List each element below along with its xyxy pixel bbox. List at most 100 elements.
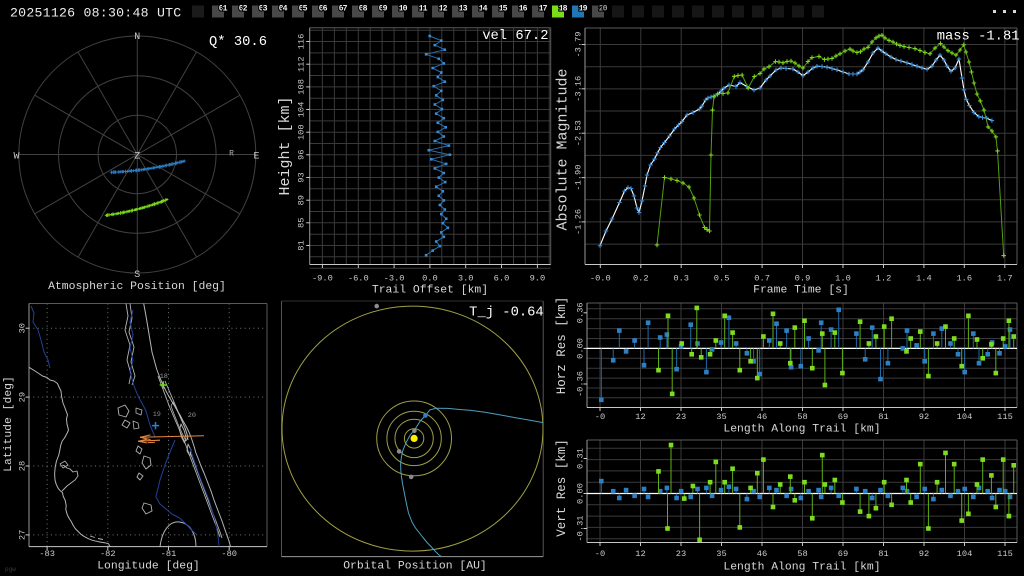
svg-text:30: 30 [18, 323, 28, 333]
svg-text:13: 13 [459, 4, 468, 13]
svg-text:-83: -83 [39, 549, 55, 559]
svg-text:12: 12 [635, 412, 645, 422]
svg-text:16: 16 [519, 4, 528, 13]
svg-text:Frame Time [s]: Frame Time [s] [753, 285, 849, 297]
svg-text:1.0: 1.0 [835, 274, 851, 284]
svg-text:92: 92 [919, 412, 929, 422]
svg-text:85: 85 [297, 218, 307, 228]
svg-text:Length Along Trail [km]: Length Along Trail [km] [723, 562, 880, 574]
svg-text:23: 23 [676, 549, 686, 559]
svg-text:10: 10 [399, 4, 408, 13]
svg-text:18: 18 [559, 4, 568, 13]
svg-text:Q* 30.6: Q* 30.6 [209, 34, 267, 50]
svg-text:104: 104 [957, 412, 973, 422]
svg-text:pgw: pgw [5, 566, 16, 573]
svg-text:Horz Res [km]: Horz Res [km] [555, 297, 569, 395]
svg-text:-0.0: -0.0 [590, 274, 611, 284]
svg-text:1.6: 1.6 [956, 274, 972, 284]
svg-text:116: 116 [297, 34, 307, 50]
svg-text:89: 89 [297, 195, 307, 205]
svg-text:108: 108 [297, 79, 307, 95]
svg-text:Longitude [deg]: Longitude [deg] [97, 561, 200, 573]
svg-text:0.2: 0.2 [633, 274, 649, 284]
svg-text:15: 15 [499, 4, 508, 13]
svg-text:-1.90: -1.90 [574, 165, 584, 191]
svg-text:115: 115 [997, 549, 1013, 559]
svg-text:29: 29 [18, 392, 28, 402]
svg-text:20251126 08:30:48 UTC: 20251126 08:30:48 UTC [10, 6, 181, 21]
svg-text:Latitude [deg]: Latitude [deg] [3, 376, 15, 472]
svg-text:04: 04 [279, 4, 288, 13]
svg-text:46: 46 [757, 412, 767, 422]
svg-text:R: R [229, 150, 234, 159]
svg-text:S: S [134, 270, 140, 281]
svg-text:96: 96 [297, 150, 307, 160]
svg-text:mass -1.81: mass -1.81 [937, 30, 1020, 45]
svg-text:N: N [134, 32, 140, 43]
svg-text:23: 23 [676, 412, 686, 422]
svg-text:-80: -80 [221, 549, 237, 559]
svg-text:-0.36: -0.36 [576, 371, 586, 397]
svg-text:W: W [13, 152, 19, 163]
svg-text:46: 46 [757, 549, 767, 559]
svg-text:02: 02 [239, 4, 248, 13]
svg-text:Z: Z [134, 152, 140, 163]
svg-text:0.3: 0.3 [673, 274, 689, 284]
svg-text:58: 58 [797, 549, 807, 559]
svg-text:100: 100 [297, 124, 307, 140]
svg-text:69: 69 [838, 412, 848, 422]
svg-text:-0: -0 [595, 549, 605, 559]
svg-text:14: 14 [479, 4, 488, 13]
svg-text:12: 12 [439, 4, 448, 13]
svg-text:-9.0: -9.0 [312, 274, 333, 284]
svg-text:-3.0: -3.0 [384, 274, 405, 284]
svg-text:Orbital Position [AU]: Orbital Position [AU] [343, 561, 487, 573]
svg-text:0.9: 0.9 [795, 274, 811, 284]
svg-text:28: 28 [18, 461, 28, 471]
svg-text:1.2: 1.2 [876, 274, 892, 284]
svg-text:Length Along Trail [km]: Length Along Trail [km] [723, 424, 880, 436]
svg-text:19: 19 [579, 4, 588, 13]
svg-text:11: 11 [419, 4, 428, 13]
svg-text:09: 09 [379, 4, 388, 13]
svg-text:-3.16: -3.16 [574, 76, 584, 102]
svg-text:-0.31: -0.31 [576, 515, 586, 541]
svg-text:69: 69 [838, 549, 848, 559]
svg-text:0.7: 0.7 [754, 274, 770, 284]
svg-text:Vert Res [km]: Vert Res [km] [555, 439, 569, 537]
svg-text:-3.79: -3.79 [574, 31, 584, 57]
svg-text:81: 81 [297, 240, 307, 250]
svg-text:20: 20 [188, 412, 196, 420]
svg-text:27: 27 [18, 530, 28, 540]
svg-text:0.31: 0.31 [576, 448, 586, 469]
svg-text:T_j -0.64: T_j -0.64 [469, 305, 544, 321]
svg-text:35: 35 [716, 549, 726, 559]
svg-text:-81: -81 [161, 549, 177, 559]
svg-text:Absolute Magnitude: Absolute Magnitude [555, 68, 572, 230]
svg-text:-82: -82 [100, 549, 116, 559]
svg-text:112: 112 [297, 56, 307, 72]
svg-text:0.0: 0.0 [422, 274, 438, 284]
svg-text:1.7: 1.7 [997, 274, 1013, 284]
svg-text:17: 17 [539, 4, 548, 13]
svg-text:35: 35 [716, 412, 726, 422]
svg-text:-1.26: -1.26 [574, 209, 584, 235]
svg-text:Atmospheric Position [deg]: Atmospheric Position [deg] [48, 281, 226, 293]
svg-text:6.0: 6.0 [494, 274, 510, 284]
svg-text:92: 92 [919, 549, 929, 559]
svg-text:81: 81 [878, 549, 888, 559]
svg-text:01: 01 [219, 4, 228, 13]
svg-text:03: 03 [259, 4, 268, 13]
svg-text:115: 115 [997, 412, 1013, 422]
svg-text:0.5: 0.5 [714, 274, 730, 284]
svg-text:104: 104 [957, 549, 973, 559]
svg-text:104: 104 [297, 102, 307, 118]
svg-text:9.0: 9.0 [530, 274, 546, 284]
svg-text:Height [km]: Height [km] [277, 96, 294, 195]
svg-text:E: E [253, 152, 259, 163]
svg-text:05: 05 [299, 4, 308, 13]
svg-text:3.0: 3.0 [458, 274, 474, 284]
svg-text:-2.53: -2.53 [574, 120, 584, 146]
svg-text:-6.0: -6.0 [348, 274, 369, 284]
svg-text:58: 58 [797, 412, 807, 422]
